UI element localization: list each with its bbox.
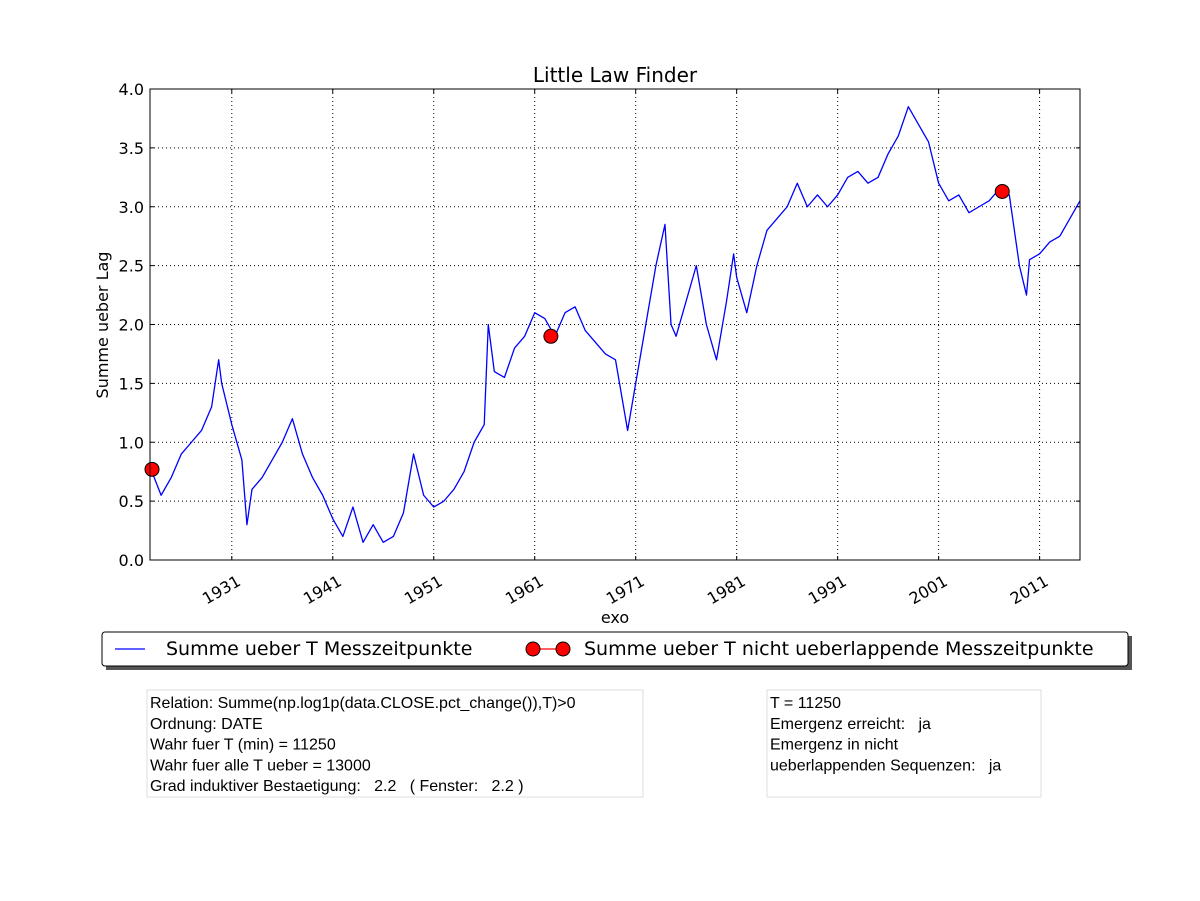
y-tick-label: 2.0 bbox=[119, 316, 144, 335]
annotation-box bbox=[146, 689, 644, 798]
marker bbox=[543, 328, 559, 344]
chart-title: Little Law Finder bbox=[533, 63, 698, 87]
y-axis-label: Summe ueber Lag bbox=[93, 252, 112, 399]
y-tick-label: 3.5 bbox=[119, 139, 144, 158]
x-axis-label: exo bbox=[601, 608, 629, 627]
y-tick-label: 2.5 bbox=[119, 257, 144, 276]
annotation-line: Wahr fuer alle T ueber = 13000 bbox=[150, 757, 371, 774]
y-tick-label: 0.5 bbox=[119, 492, 144, 511]
legend-label: Summe ueber T Messzeitpunkte bbox=[166, 638, 472, 660]
marker bbox=[144, 461, 160, 477]
legend-marker bbox=[555, 641, 571, 657]
y-tick-label: 3.0 bbox=[119, 198, 144, 217]
data-line bbox=[150, 106, 1080, 543]
annotation-line: Ordnung: DATE bbox=[150, 716, 263, 733]
annotation-line: T = 11250 bbox=[770, 695, 841, 712]
plot-frame bbox=[149, 88, 1081, 561]
annotation-line: Grad induktiver Bestaetigung: 2.2 ( Fens… bbox=[150, 778, 524, 795]
y-tick-label: 0.0 bbox=[119, 551, 144, 570]
annotation-line: Emergenz in nicht bbox=[770, 737, 899, 754]
annotation-line: Emergenz erreicht: ja bbox=[770, 716, 931, 733]
annotation-line: ueberlappenden Sequenzen: ja bbox=[770, 757, 1001, 774]
legend-label: Summe ueber T nicht ueberlappende Messze… bbox=[584, 638, 1094, 660]
y-tick-label: 1.0 bbox=[119, 433, 144, 452]
annotation-line: Wahr fuer T (min) = 11250 bbox=[150, 737, 336, 754]
legend-box bbox=[101, 631, 1129, 667]
annotation-line: Relation: Summe(np.log1p(data.CLOSE.pct_… bbox=[150, 695, 576, 712]
annotation-box bbox=[766, 689, 1042, 798]
y-tick-label: 1.5 bbox=[119, 374, 144, 393]
y-tick-label: 4.0 bbox=[119, 80, 144, 99]
legend-marker bbox=[525, 641, 541, 657]
marker bbox=[994, 183, 1010, 199]
